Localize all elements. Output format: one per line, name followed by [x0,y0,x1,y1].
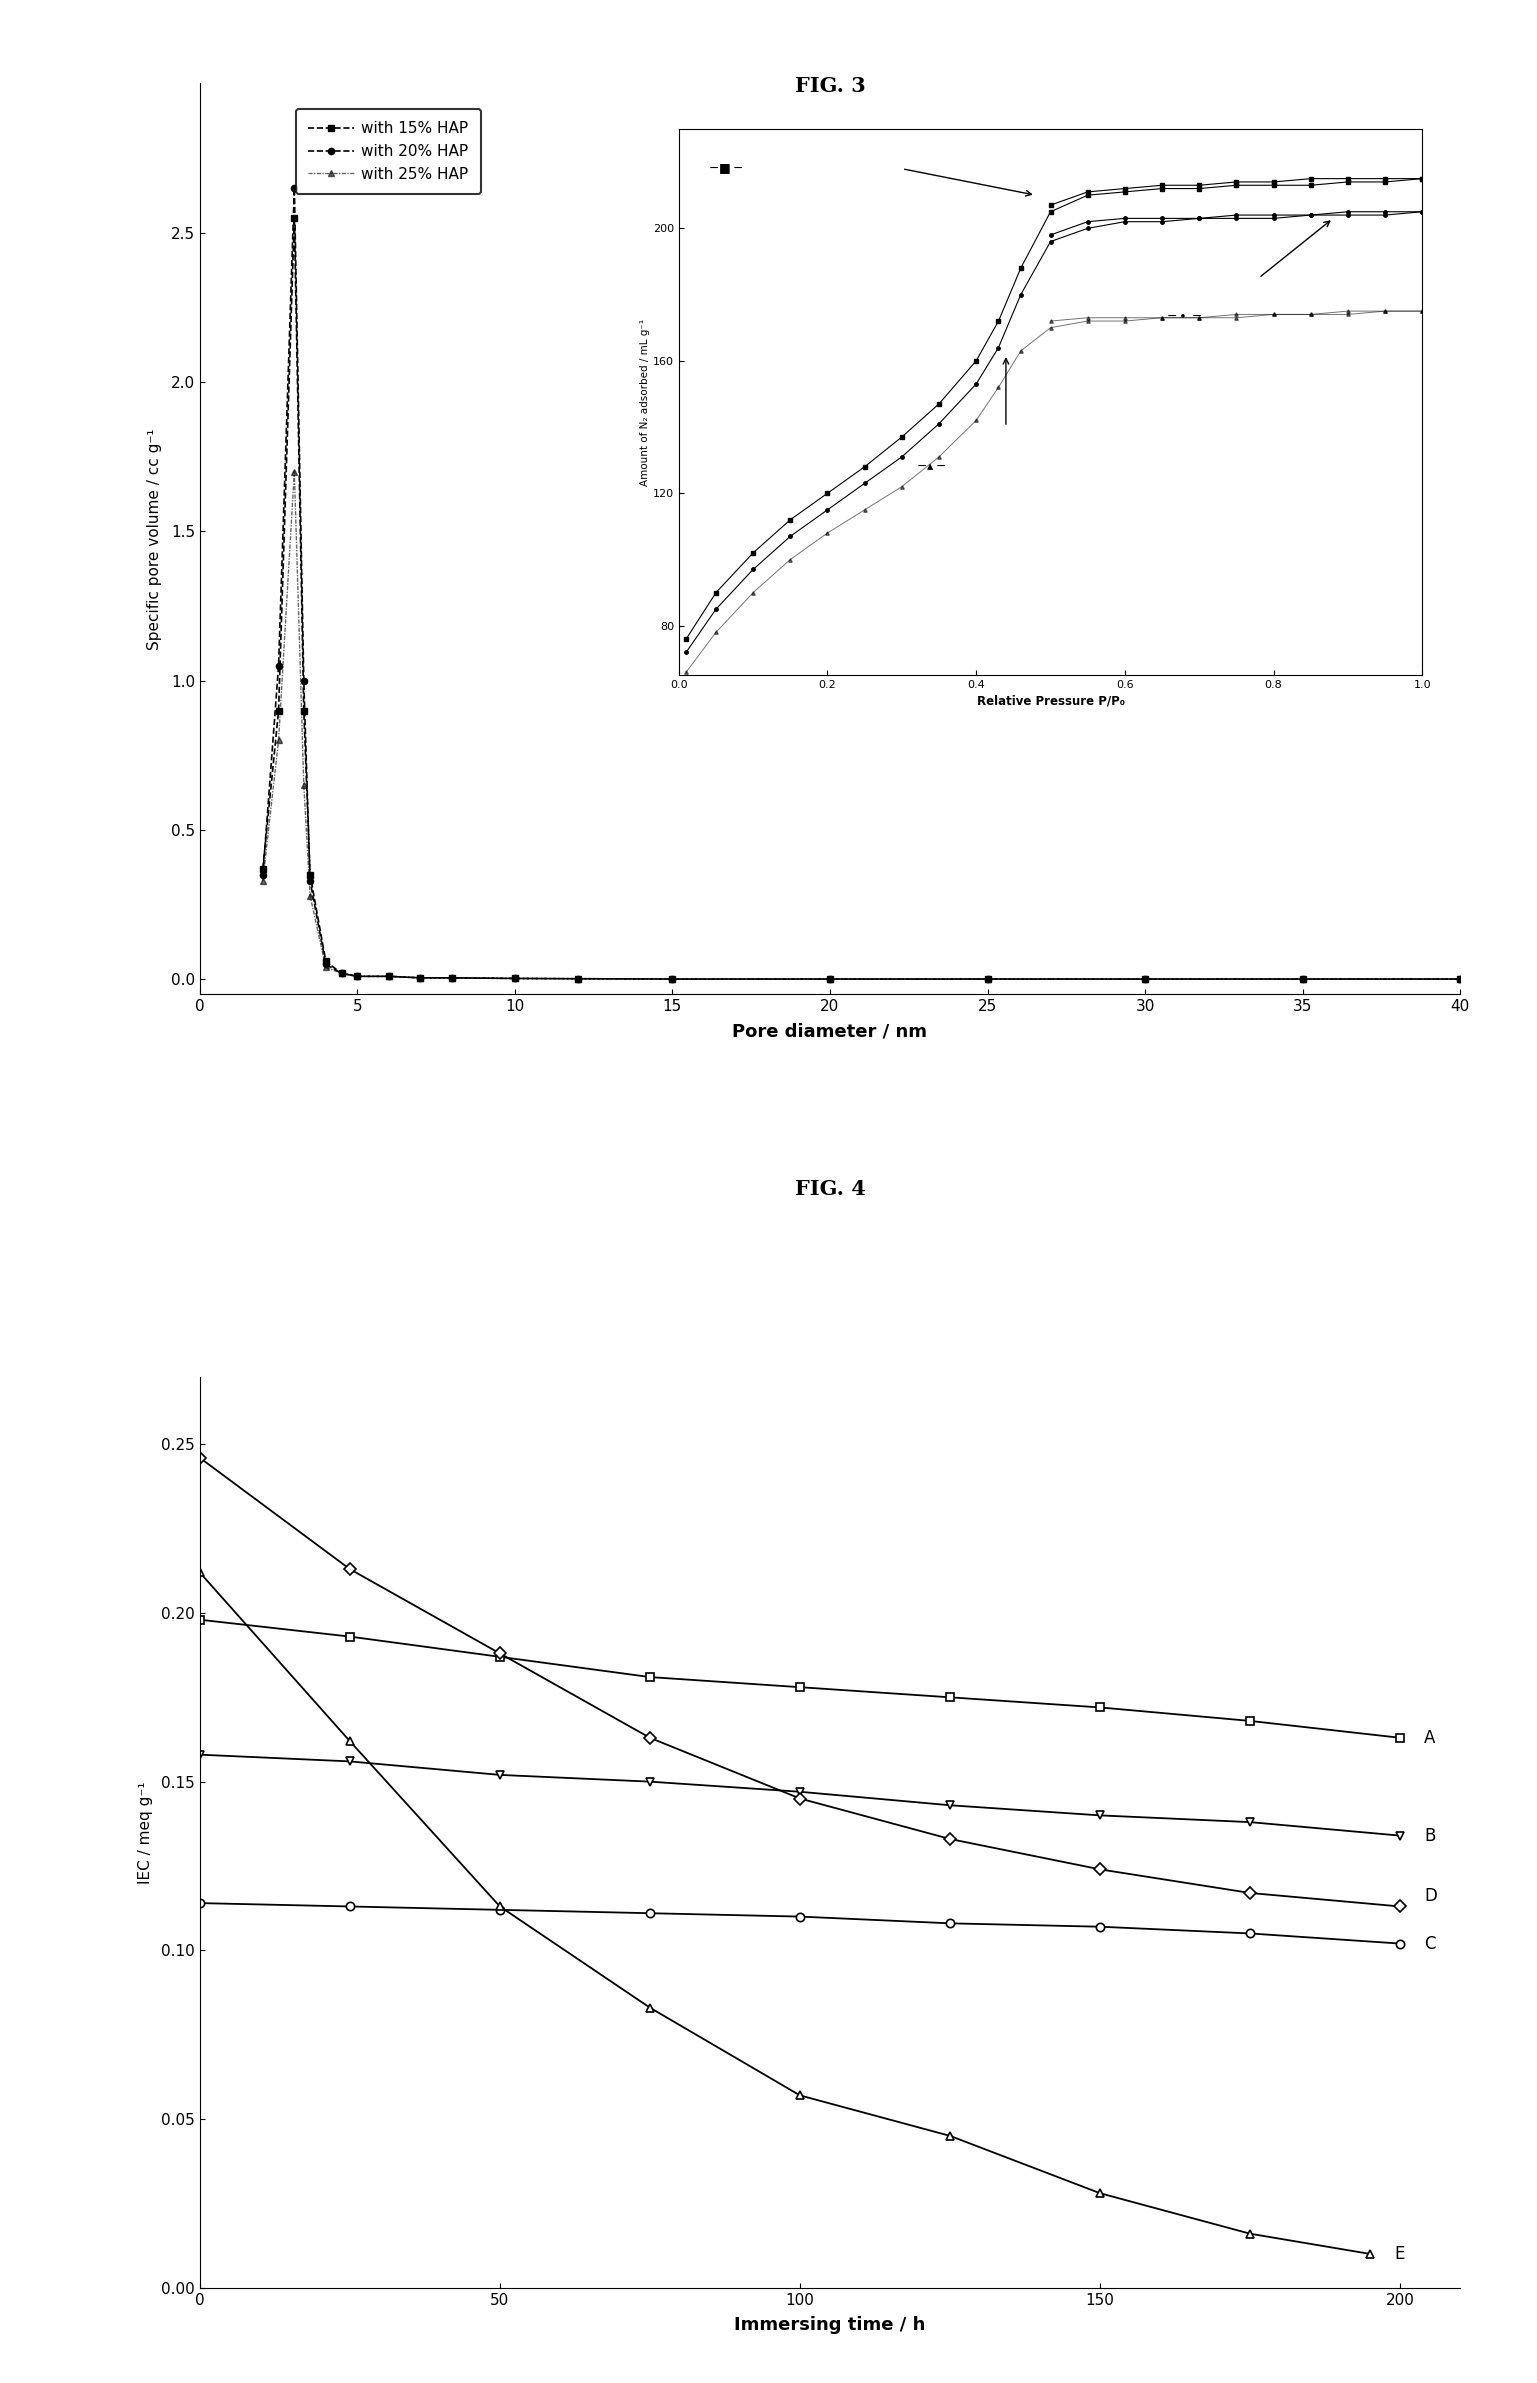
with 25% HAP [506,965,524,994]
with 20% HAP [412,963,430,991]
with 25% HAP [295,772,314,801]
Line: with 20% HAP: with 20% HAP [260,186,1463,982]
Text: E: E [1394,2245,1405,2264]
with 25% HAP [254,867,272,896]
Text: FIG. 3: FIG. 3 [795,76,865,95]
with 20% HAP [1293,965,1311,994]
with 15% HAP [295,696,314,724]
with 20% HAP [1136,965,1154,994]
with 15% HAP [347,963,366,991]
with 25% HAP [347,963,366,991]
with 15% HAP [1451,965,1469,994]
Line: with 15% HAP: with 15% HAP [260,214,1463,982]
with 20% HAP [506,965,524,994]
Y-axis label: IEC / meq g⁻¹: IEC / meq g⁻¹ [138,1780,152,1883]
with 20% HAP [269,651,287,679]
Text: FIG. 4: FIG. 4 [795,1180,865,1199]
with 25% HAP [301,882,320,910]
with 25% HAP [979,965,998,994]
with 20% HAP [664,965,682,994]
Text: A: A [1425,1728,1436,1747]
with 20% HAP [254,860,272,889]
with 25% HAP [1136,965,1154,994]
with 20% HAP [569,965,587,994]
with 15% HAP [569,965,587,994]
with 15% HAP [301,860,320,889]
with 15% HAP [1293,965,1311,994]
with 20% HAP [317,951,335,979]
with 25% HAP [332,958,350,987]
with 25% HAP [269,727,287,755]
with 15% HAP [443,963,461,991]
with 20% HAP [295,667,314,696]
with 15% HAP [269,696,287,724]
with 15% HAP [254,855,272,884]
with 20% HAP [380,963,398,991]
with 20% HAP [286,174,304,203]
with 20% HAP [347,963,366,991]
with 25% HAP [443,963,461,991]
with 15% HAP [286,203,304,231]
with 15% HAP [380,963,398,991]
Legend: with 15% HAP, with 20% HAP, with 25% HAP: with 15% HAP, with 20% HAP, with 25% HAP [295,110,481,193]
X-axis label: Pore diameter / nm: Pore diameter / nm [733,1022,927,1041]
with 25% HAP [821,965,839,994]
with 20% HAP [821,965,839,994]
with 15% HAP [506,965,524,994]
with 15% HAP [412,963,430,991]
with 15% HAP [317,946,335,975]
with 25% HAP [286,458,304,486]
with 20% HAP [301,867,320,896]
Line: with 25% HAP: with 25% HAP [260,469,1463,982]
with 15% HAP [1136,965,1154,994]
with 20% HAP [979,965,998,994]
Text: B: B [1425,1828,1436,1844]
Text: C: C [1425,1935,1436,1952]
with 25% HAP [380,963,398,991]
with 20% HAP [1451,965,1469,994]
with 25% HAP [317,953,335,982]
with 15% HAP [979,965,998,994]
X-axis label: Immersing time / h: Immersing time / h [735,2316,925,2333]
with 15% HAP [821,965,839,994]
Y-axis label: Specific pore volume / cc g⁻¹: Specific pore volume / cc g⁻¹ [148,429,163,651]
with 15% HAP [664,965,682,994]
with 25% HAP [1293,965,1311,994]
Text: D: D [1425,1887,1437,1906]
with 25% HAP [569,965,587,994]
with 25% HAP [1451,965,1469,994]
with 15% HAP [332,958,350,987]
with 20% HAP [443,963,461,991]
with 25% HAP [412,963,430,991]
with 20% HAP [332,958,350,987]
with 25% HAP [664,965,682,994]
